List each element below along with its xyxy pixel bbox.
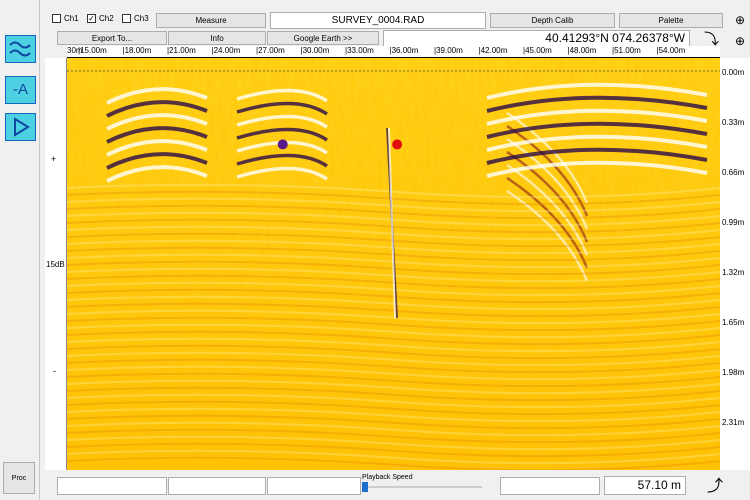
depth-label: 0.00m xyxy=(722,68,745,77)
channel-ch1-checkbox[interactable]: Ch1 xyxy=(52,14,79,23)
ruler-label: |30.00m xyxy=(300,46,330,55)
palette-button[interactable]: Palette xyxy=(619,13,723,28)
ruler-label: |36.00m xyxy=(389,46,419,55)
gain-minus[interactable]: - xyxy=(53,366,56,376)
playback-speed-label: Playback Speed xyxy=(362,474,413,481)
wave-filter-icon[interactable] xyxy=(5,35,36,63)
ruler-label: |18.00m xyxy=(122,46,152,55)
depth-label: 0.99m xyxy=(722,218,745,227)
play-icon[interactable] xyxy=(5,113,36,141)
bottom-field-3[interactable] xyxy=(267,477,361,495)
corner-arrow-icon[interactable]: ⤴ xyxy=(707,478,724,495)
measure-button[interactable]: Measure xyxy=(156,13,266,28)
amplitude-icon[interactable]: -A xyxy=(5,76,36,104)
ruler-label: |24.00m xyxy=(211,46,241,55)
depth-label: 2.31m xyxy=(722,418,745,427)
ruler-label: |21.00m xyxy=(167,46,196,55)
playback-speed-track[interactable] xyxy=(362,486,482,488)
checkbox-ch2[interactable]: ✓ xyxy=(87,14,96,23)
checkbox-ch3[interactable] xyxy=(122,14,131,23)
channel-ch3-checkbox[interactable]: Ch3 xyxy=(122,14,149,23)
ruler-label: |45.00m xyxy=(523,46,552,55)
bottom-field-1[interactable] xyxy=(57,477,167,495)
ch1-label: Ch1 xyxy=(64,14,79,23)
depth-calib-button[interactable]: Depth Calib xyxy=(490,13,615,28)
checkbox-ch1[interactable] xyxy=(52,14,61,23)
bottom-field-2[interactable] xyxy=(168,477,266,495)
depth-label: 0.33m xyxy=(722,118,745,127)
ruler-label: |33.00m xyxy=(345,46,374,55)
proc-button[interactable]: Proc xyxy=(3,462,35,494)
depth-label: 0.66m xyxy=(722,168,745,177)
target-marker[interactable] xyxy=(392,139,403,150)
target-marker[interactable] xyxy=(277,139,288,150)
gain-value: 15dB xyxy=(46,260,65,269)
depth-axis: 0.00m 0.33m 0.66m 0.99m 1.32m 1.65m 1.98m 2.31m xyxy=(720,58,750,470)
ruler-label: |39.00m xyxy=(434,46,463,55)
ruler-label: |48.00m xyxy=(567,46,597,55)
info-button[interactable]: Info xyxy=(168,31,266,45)
filename-field: SURVEY_0004.RAD xyxy=(270,12,486,29)
depth-label: 1.32m xyxy=(722,268,745,277)
left-toolbar: -A Proc xyxy=(0,0,40,500)
ruler-label: |42.00m xyxy=(478,46,508,55)
gain-panel[interactable]: + 15dB - xyxy=(45,58,67,470)
ruler-label: 30m xyxy=(67,46,83,55)
coordinates-field: 40.41293°N 074.26378°W xyxy=(383,30,690,47)
zoom-in-icon[interactable]: ⊕ xyxy=(735,13,746,27)
distance-ruler: 30m |15.00m |18.00m |21.00m |24.00m |27.00m |3… xyxy=(67,46,720,58)
depth-label: 1.98m xyxy=(722,368,745,377)
depth-label: 1.65m xyxy=(722,318,745,327)
ruler-label: |27.00m xyxy=(256,46,285,55)
bottom-field-4[interactable] xyxy=(500,477,600,495)
ruler-label: |15.00m xyxy=(78,46,107,55)
gpr-radargram[interactable] xyxy=(67,58,720,470)
depth-axis-arrow-icon[interactable]: ⤵ xyxy=(704,31,720,48)
google-earth-button[interactable]: Google Earth >> xyxy=(267,31,379,45)
zoom-icon[interactable]: ⊕ xyxy=(735,34,746,48)
ch3-label: Ch3 xyxy=(134,14,149,23)
ruler-label: |51.00m xyxy=(612,46,641,55)
playback-speed-handle[interactable] xyxy=(362,482,368,492)
ruler-label: |54.00m xyxy=(656,46,686,55)
distance-readout: 57.10 m xyxy=(604,476,686,495)
channel-ch2-checkbox[interactable]: ✓ Ch2 xyxy=(87,14,114,23)
ch2-label: Ch2 xyxy=(99,14,114,23)
export-button[interactable]: Export To... xyxy=(57,31,167,45)
gain-plus[interactable]: + xyxy=(51,154,57,164)
